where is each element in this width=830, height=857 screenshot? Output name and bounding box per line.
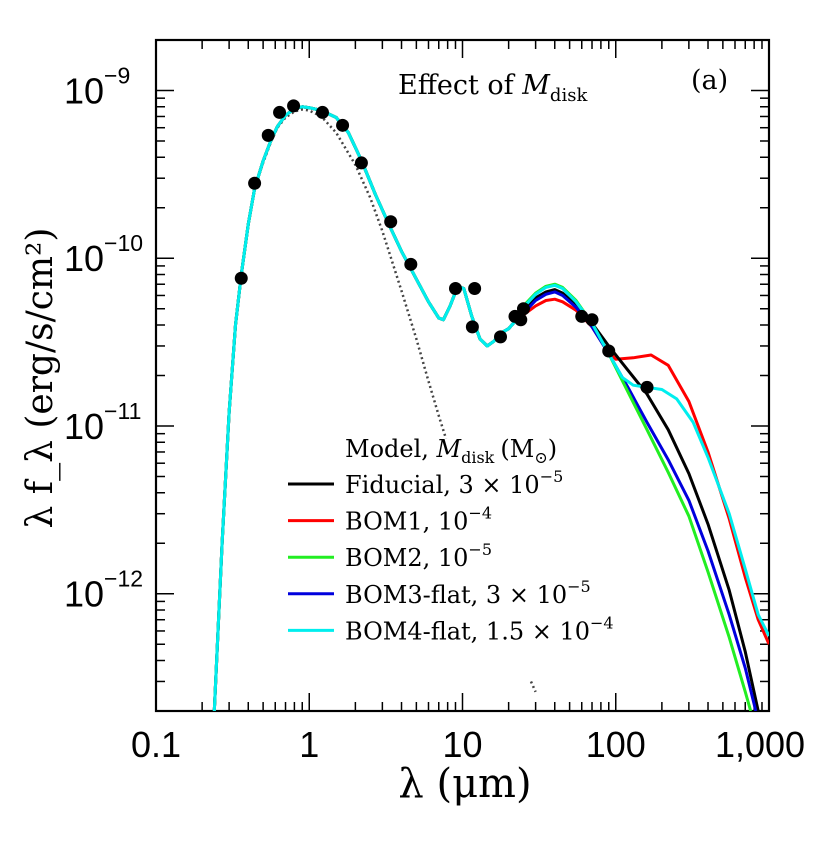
observed-point	[404, 257, 418, 271]
x-tick-label: 1	[299, 724, 319, 765]
observed-point	[514, 313, 528, 327]
y-tick-label: 10−9	[64, 62, 130, 111]
observed-point	[465, 320, 479, 334]
legend: Model, Mdisk (M⊙) Fiducial, 3 × 10−5 BOM1,…	[288, 435, 614, 645]
observed-point	[315, 105, 329, 119]
observed-point	[248, 176, 262, 190]
legend-label: BOM3-flat, 3 × 10−5	[345, 577, 591, 609]
legend-label: BOM1, 10−4	[345, 504, 492, 536]
x-axis-label: λ (μm)	[398, 761, 531, 807]
observed-point	[234, 271, 248, 285]
x-tick-label: 10	[442, 724, 482, 765]
chart-title: Effect of Mdisk	[398, 70, 588, 106]
observed-point	[448, 282, 462, 296]
observed-point	[516, 302, 530, 316]
x-tick-label: 1,000	[715, 724, 805, 765]
y-tick-label: 10−11	[64, 398, 141, 447]
observed-point	[494, 330, 508, 344]
observed-point	[336, 118, 350, 132]
observed-point	[602, 344, 616, 358]
observed-point	[384, 215, 398, 229]
observed-point	[273, 105, 287, 119]
observed-point	[575, 309, 589, 323]
stellar-photosphere-tail	[529, 680, 537, 693]
observed-photometry	[234, 99, 654, 394]
observed-point	[468, 282, 482, 296]
y-axis-label: λ f_λ (erg/s/cm²)	[20, 228, 61, 529]
observed-point	[354, 156, 368, 170]
observed-point	[640, 380, 654, 394]
svg-text:λ f_λ (erg/s/cm²): λ f_λ (erg/s/cm²)	[20, 228, 61, 529]
panel-label: (a)	[691, 65, 728, 96]
x-tick-label: 100	[586, 724, 646, 765]
y-tick-label: 10−10	[64, 230, 143, 279]
legend-label: Fiducial, 3 × 10−5	[345, 467, 563, 499]
x-tick-label: 0.1	[131, 724, 181, 765]
y-tick-label: 10−12	[64, 566, 143, 615]
legend-label: BOM2, 10−5	[345, 540, 492, 572]
x-tick-labels: 0.1 1 10 100 1,000	[131, 724, 805, 765]
observed-point	[287, 99, 301, 113]
plot-frame	[154, 38, 771, 713]
legend-label: BOM4-flat, 1.5 × 10−4	[345, 613, 614, 645]
observed-point	[585, 313, 599, 327]
axis-ticks	[155, 39, 769, 712]
observed-point	[261, 128, 275, 142]
legend-title: Model, Mdisk (M⊙)	[345, 435, 557, 467]
y-tick-labels: 10−9 10−10 10−11 10−12	[64, 62, 143, 614]
